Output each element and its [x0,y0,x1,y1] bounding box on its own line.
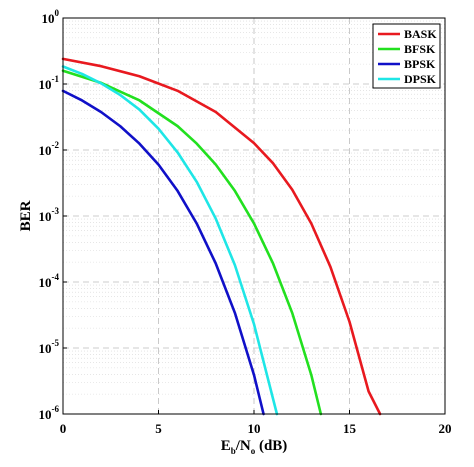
legend-label-dpsk: DPSK [404,72,437,86]
y-tick-label: 10-2 [39,140,60,158]
x-tick-label: 5 [155,421,162,436]
x-tick-label: 10 [248,421,261,436]
y-tick-label: 10-5 [39,338,60,356]
y-tick-label: 10-1 [39,74,60,92]
y-tick-label: 10-6 [39,404,60,422]
series-line-bask [61,57,382,416]
y-axis-label: BER [18,200,34,231]
legend-label-bpsk: BPSK [404,57,436,71]
legend-box [372,23,441,89]
series-line-bfsk [61,69,323,416]
y-tick-labels: 100 10-1 10-2 10-3 10-4 10-5 10-6 [39,8,67,422]
legend-label-bask: BASK [404,27,437,41]
x-tick-label: 15 [343,421,357,436]
x-tick-label: 0 [60,421,67,436]
x-axis-label: Eb/No (dB) [221,438,288,456]
y-tick-label: 100 [42,8,60,26]
y-tick-label: 10-4 [39,272,60,290]
x-tick-label: 20 [439,421,452,436]
series-line-bpsk [61,89,265,416]
legend-label-bfsk: BFSK [404,42,436,56]
y-tick-label: 10-3 [39,206,60,224]
series-line-dpsk [61,65,279,416]
x-tick-labels: 0 5 10 15 20 [60,410,452,436]
curves [61,57,382,416]
